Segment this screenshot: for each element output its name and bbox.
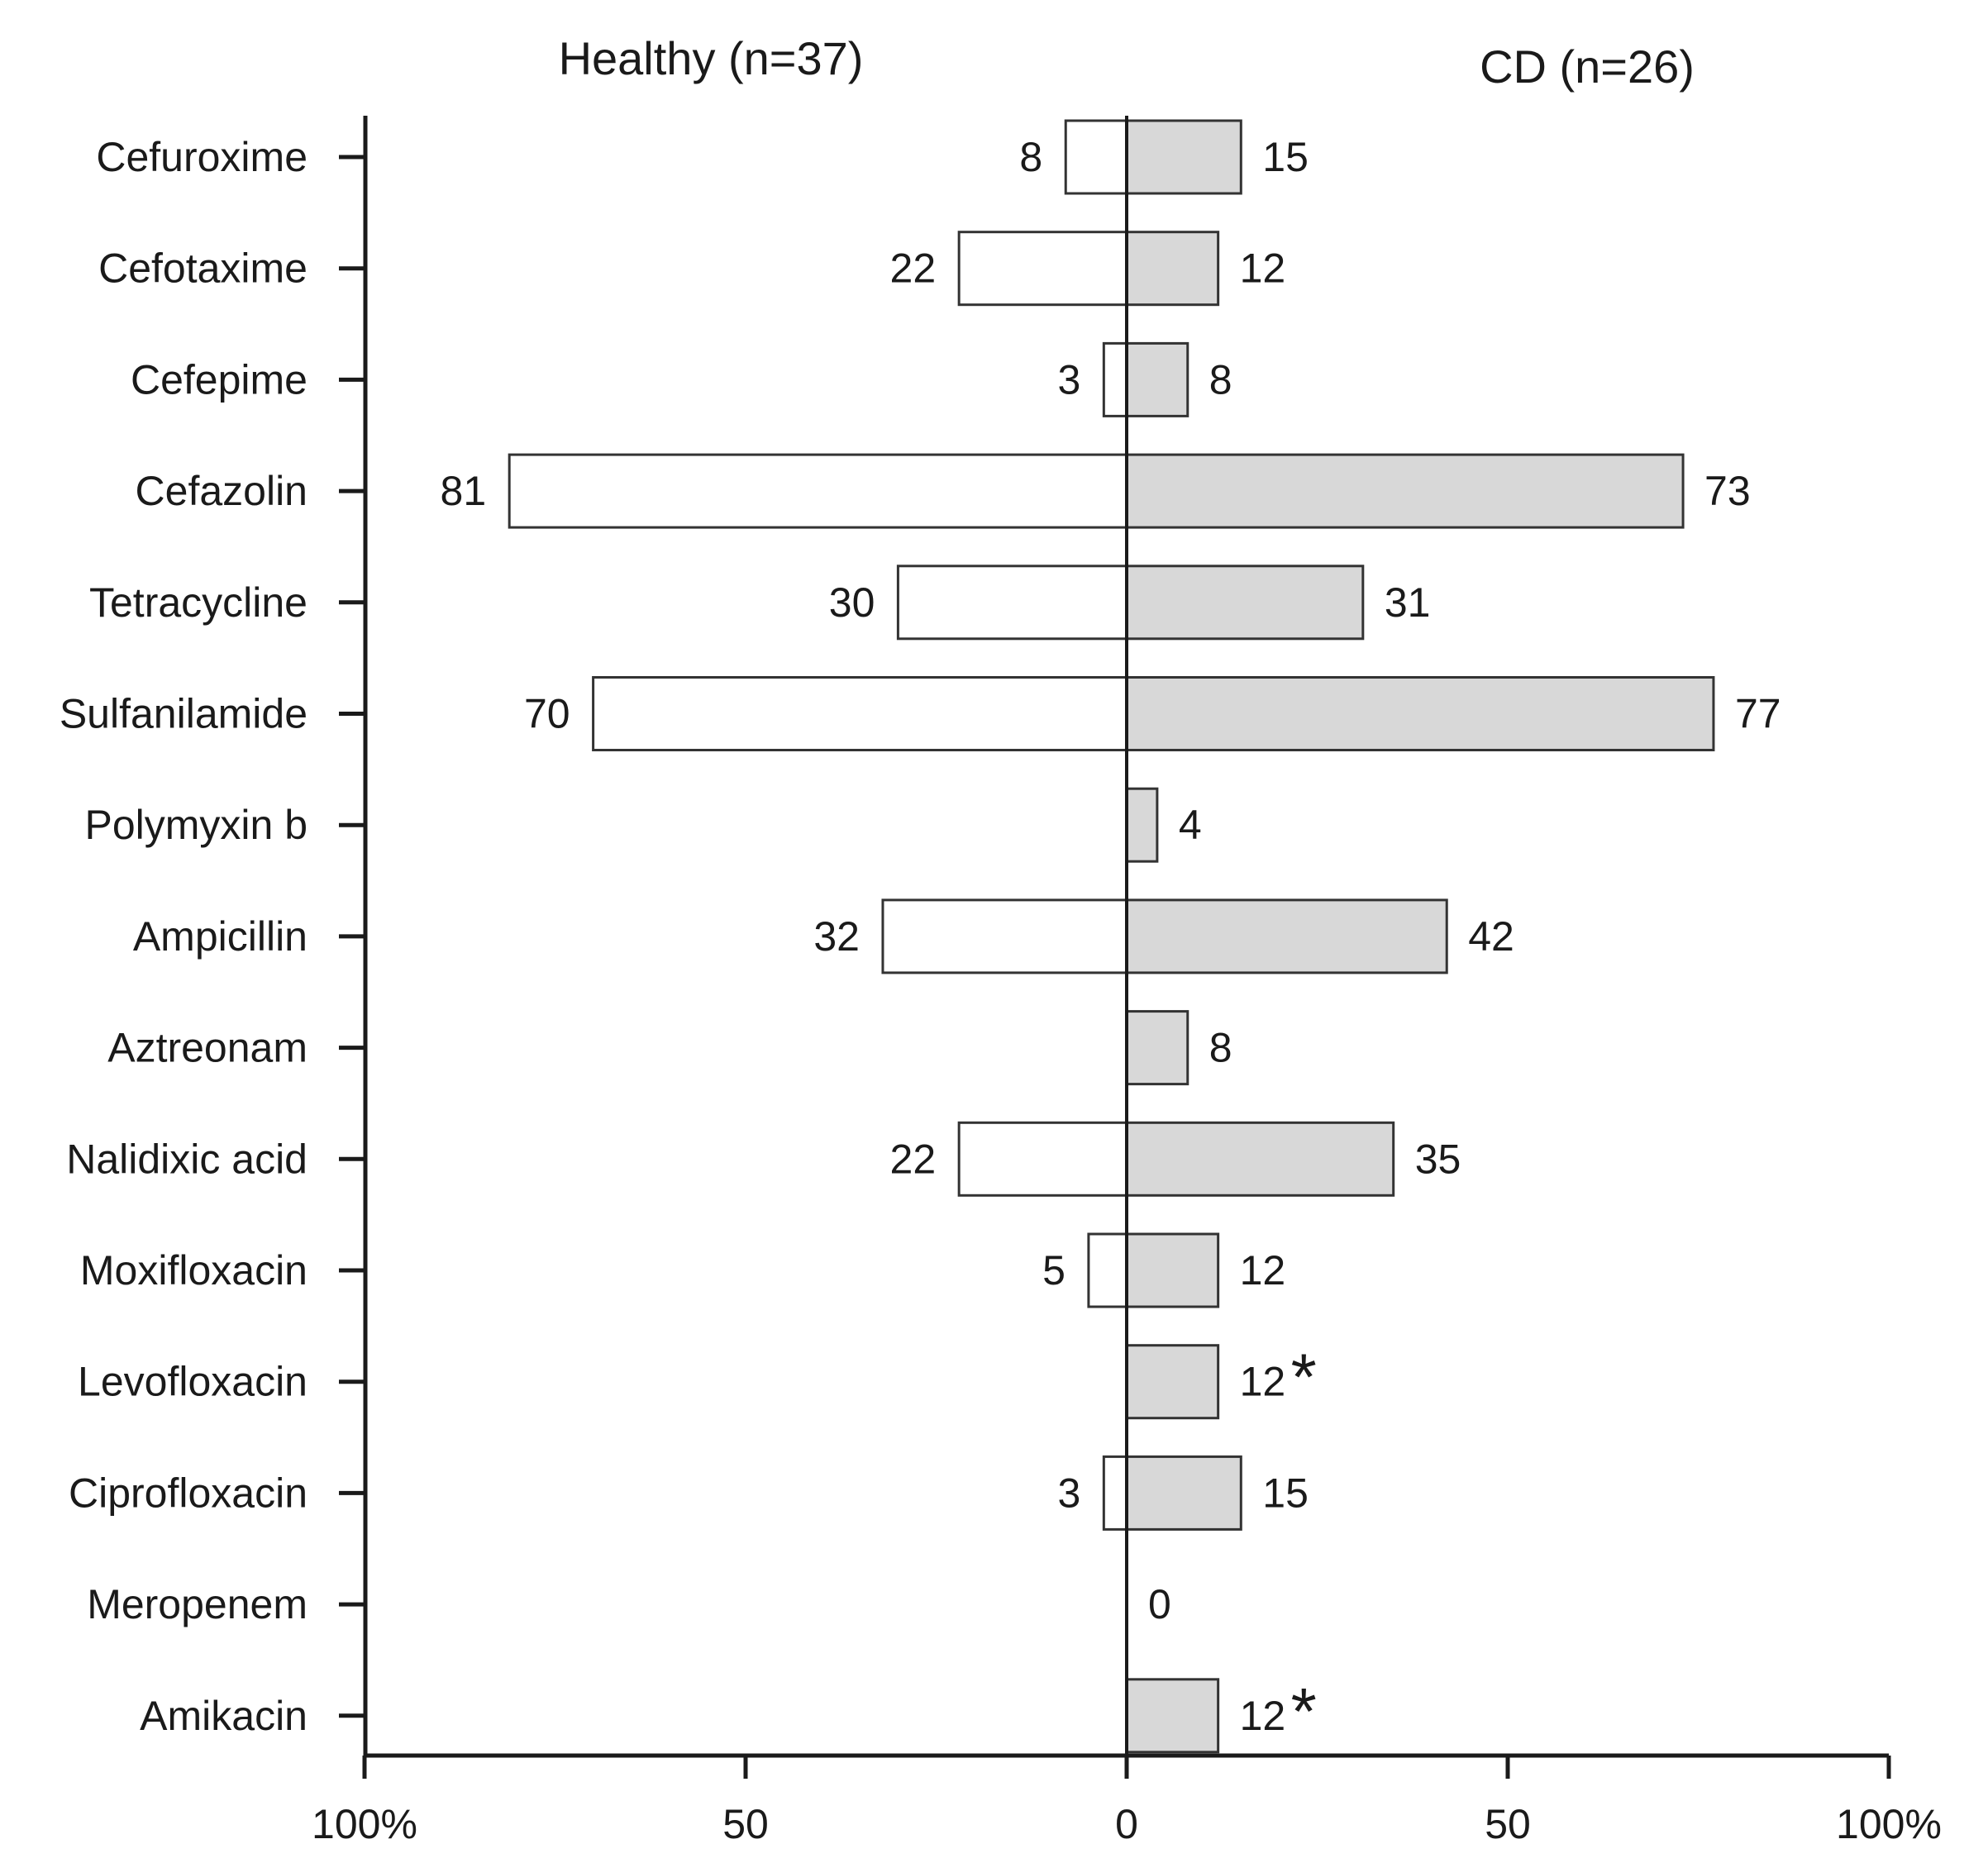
cd-value-label: 8 [1209,356,1232,403]
cd-bar [1125,231,1220,307]
cd-value-label: 12 [1240,1247,1286,1294]
cd-bar [1125,1010,1189,1086]
cd-bar [1125,1232,1220,1308]
cd-value-label: 4 [1179,802,1202,848]
x-tick-label: 100% [1836,1801,1942,1847]
category-label: Ampicillin [133,913,307,960]
significance-asterisk: * [1291,1341,1317,1414]
healthy-bar [957,1121,1128,1197]
cd-series-title: CD (n=26) [1480,40,1695,93]
healthy-value-label: 5 [1042,1247,1066,1294]
healthy-bar [1102,341,1128,417]
category-label: Ciprofloxacin [69,1470,307,1516]
cd-value-label: 35 [1415,1136,1461,1182]
healthy-bar [957,231,1128,307]
category-label: Nalidixic acid [66,1136,307,1182]
bars-layer [508,119,1715,1754]
cd-value-label: 12 [1240,245,1286,292]
category-label: Levofloxacin [78,1359,307,1405]
healthy-value-label: 8 [1019,134,1042,180]
healthy-value-label: 30 [829,579,875,626]
category-label: Amikacin [140,1693,307,1739]
category-label: Polymyxin b [84,802,307,848]
healthy-value-label: 3 [1058,356,1081,403]
cd-bar [1125,676,1715,751]
category-label: Cefuroxime [96,134,307,180]
healthy-bar [896,565,1128,641]
cd-bar [1125,1121,1395,1197]
cd-value-label: 77 [1735,691,1781,737]
cd-value-label: 12 [1240,1693,1286,1739]
cd-bar [1125,453,1685,529]
category-label: Cefotaxime [98,245,307,292]
cd-bar [1125,341,1189,417]
x-tick-label: 50 [722,1801,769,1847]
cd-value-label: 8 [1209,1025,1232,1071]
cd-value-label: 73 [1704,468,1751,514]
cd-value-label: 42 [1468,913,1514,960]
category-label: Tetracycline [89,579,307,626]
category-label: Moxifloxacin [80,1247,307,1294]
healthy-bar [508,453,1128,529]
cd-value-label: 31 [1385,579,1431,626]
healthy-series-title: Healthy (n=37) [559,32,864,84]
category-label: Cefazolin [136,468,307,514]
cd-bar [1125,787,1159,863]
category-label: Meropenem [87,1581,307,1627]
category-label: Sulfanilamide [60,691,307,737]
cd-value-label: 15 [1262,134,1309,180]
x-tick-label: 100% [312,1801,417,1847]
significance-asterisk: * [1291,1675,1317,1748]
healthy-bar [592,676,1128,751]
healthy-value-label: 32 [813,913,860,960]
healthy-value-label: 81 [441,468,487,514]
cd-value-label: 12 [1240,1359,1286,1405]
category-label: Cefepime [131,356,307,403]
x-tick-label: 0 [1115,1801,1138,1847]
x-tick-label: 50 [1485,1801,1531,1847]
cd-value-label: 15 [1262,1470,1309,1516]
healthy-bar [1064,119,1128,195]
cd-bar [1125,1344,1220,1420]
cd-value-label: 0 [1148,1581,1171,1627]
category-label: Aztreonam [107,1025,307,1071]
healthy-bar [1087,1232,1128,1308]
healthy-bar [881,898,1128,974]
healthy-value-label: 22 [890,1136,937,1182]
cd-bar [1125,1678,1220,1754]
axes-layer [339,116,1891,1779]
healthy-value-label: 70 [524,691,570,737]
cd-bar [1125,898,1448,974]
cd-bar [1125,565,1365,641]
cd-bar [1125,1455,1242,1531]
healthy-bar [1102,1455,1128,1531]
healthy-value-label: 3 [1058,1470,1081,1516]
cd-bar [1125,119,1242,195]
healthy-value-label: 22 [890,245,937,292]
